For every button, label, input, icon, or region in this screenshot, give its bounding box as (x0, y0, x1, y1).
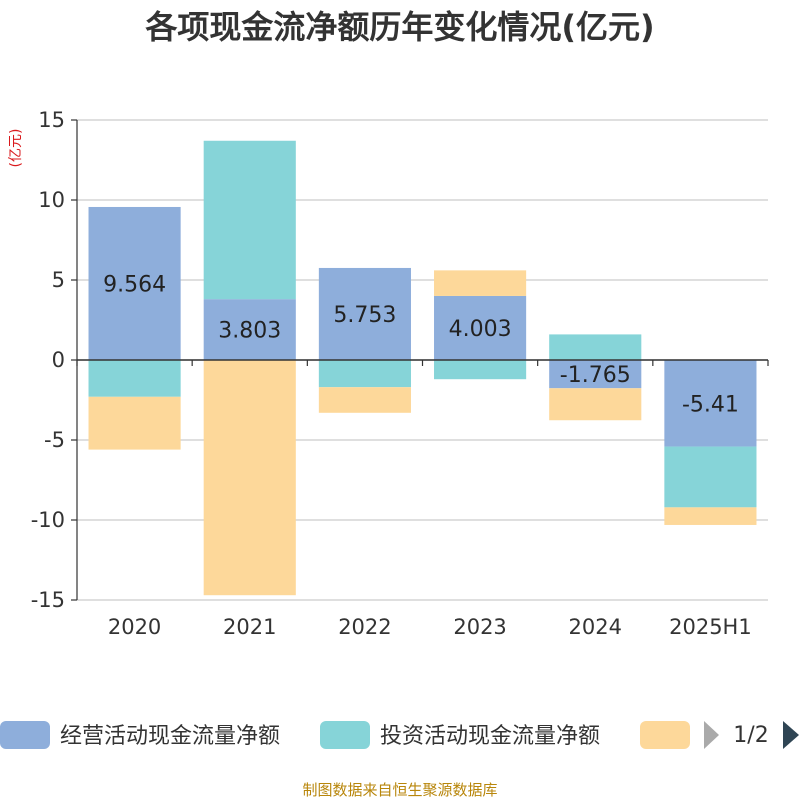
chart-title: 各项现金流净额历年变化情况(亿元) (145, 8, 654, 46)
data-label: -5.41 (682, 392, 739, 417)
source-note: 制图数据来自恒生聚源数据库 (302, 781, 497, 799)
y-tick-label: -5 (44, 428, 65, 452)
y-tick-label: 15 (38, 108, 65, 132)
data-label: 4.003 (449, 317, 512, 342)
bar-3-2022 (318, 387, 411, 413)
axes-group: 15 10 5 0 -5 -10 -15 2020 2021 2022 2023 2024 2025H1 (31, 108, 769, 639)
x-tick-label: 2023 (453, 615, 506, 639)
bar-2-2020 (88, 360, 181, 397)
bar-1-2024 (549, 360, 642, 389)
data-label: -1.765 (560, 363, 631, 388)
bar-1-2023 (434, 295, 527, 360)
legend-next-page-icon[interactable] (783, 721, 799, 749)
bar-1-2020 (88, 206, 181, 360)
legend-prev-page-icon[interactable] (704, 721, 719, 749)
bars-group (88, 140, 757, 596)
bar-3-2021 (203, 360, 296, 596)
legend-label-2[interactable]: 投资活动现金流量净额 (380, 724, 600, 749)
bar-2-2021 (203, 140, 296, 300)
y-tick-label: 5 (52, 268, 65, 292)
x-tick-label: 2024 (569, 615, 622, 639)
legend-swatch-1[interactable] (0, 721, 50, 749)
x-tick-label: 2025H1 (669, 615, 752, 639)
data-label: 3.803 (218, 319, 281, 344)
y-axis-unit-label: (亿元) (8, 129, 24, 168)
bar-3-2025H1 (664, 507, 757, 525)
legend-label-1[interactable]: 经营活动现金流量净额 (60, 724, 280, 749)
bar-2-2024 (549, 334, 642, 360)
y-tick-label: -10 (31, 508, 65, 532)
bar-2-2022 (318, 360, 411, 388)
legend-swatch-3[interactable] (640, 721, 690, 749)
bar-1-2025H1 (664, 360, 757, 447)
bar-1-2021 (203, 299, 296, 360)
data-labels-group: 9.564 3.803 5.753 4.003 -1.765 -5.41 (103, 272, 739, 417)
data-label: 5.753 (333, 303, 396, 328)
y-tick-label: 0 (52, 348, 65, 372)
y-tick-label: -15 (31, 588, 65, 612)
legend: 经营活动现金流量净额 投资活动现金流量净额 1/2 (0, 721, 799, 749)
bar-3-2023 (434, 270, 527, 296)
legend-swatch-2[interactable] (320, 721, 370, 749)
legend-page-indicator: 1/2 (733, 723, 768, 748)
bar-3-2020 (88, 396, 181, 450)
bar-3-2024 (549, 388, 642, 421)
x-tick-label: 2022 (338, 615, 391, 639)
bar-2-2025H1 (664, 446, 757, 508)
x-tick-label: 2021 (223, 615, 276, 639)
data-label: 9.564 (103, 272, 166, 297)
x-tick-label: 2020 (108, 615, 161, 639)
y-tick-label: 10 (38, 188, 65, 212)
bar-1-2022 (318, 267, 411, 360)
bar-2-2023 (434, 360, 527, 380)
